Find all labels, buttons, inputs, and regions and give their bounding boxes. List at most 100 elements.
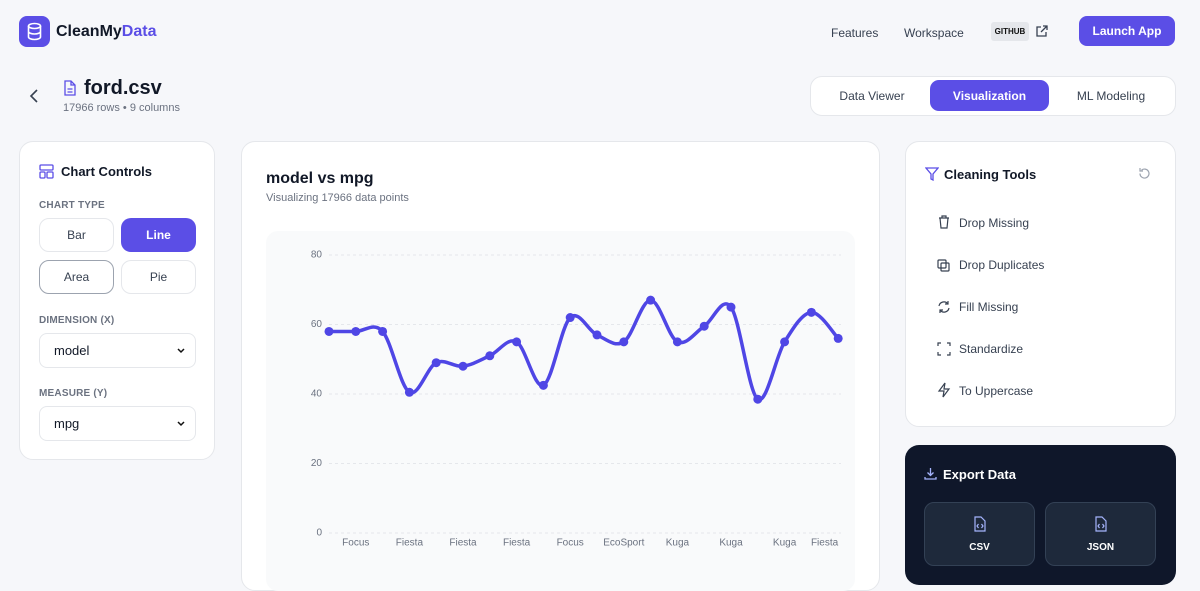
point xyxy=(619,337,629,347)
point xyxy=(753,394,763,404)
controls-card: Chart Controls CHART TYPE Bar Line Area … xyxy=(19,141,215,460)
point xyxy=(512,337,522,347)
section-label: DIMENSION (X) xyxy=(39,315,115,326)
page: CleanMyData Features Workspace GITHUB La… xyxy=(19,16,1176,591)
tool-button[interactable]: Fill Missing xyxy=(959,300,1019,314)
tool-button[interactable]: Drop Missing xyxy=(959,216,1030,230)
section-label: CHART TYPE xyxy=(39,200,105,211)
tab[interactable]: Data Viewer xyxy=(820,80,924,111)
point xyxy=(699,321,709,331)
export-card: Export Data CSV JSON xyxy=(905,445,1176,585)
point xyxy=(404,387,414,397)
x-tick-label: EcoSport xyxy=(603,538,644,549)
point xyxy=(538,380,548,390)
controls-icon xyxy=(39,164,54,179)
x-tick-label: Kuga xyxy=(773,538,797,549)
nav-link[interactable]: Workspace xyxy=(904,26,964,40)
x-tick-label: Fiesta xyxy=(396,538,424,549)
line xyxy=(329,298,840,401)
download-icon xyxy=(924,468,937,480)
launch-button[interactable]: Launch App xyxy=(1079,16,1175,46)
measure-select[interactable]: mpg xyxy=(39,406,196,441)
chevron xyxy=(177,421,185,427)
file-code-icon xyxy=(1095,516,1107,532)
x-tick-label: Fiesta xyxy=(503,538,531,549)
x-tick-label: Fiesta xyxy=(449,538,477,549)
reset-icon[interactable] xyxy=(1138,167,1151,180)
tab-label: Data Viewer xyxy=(839,88,905,103)
chart-type-label: Bar xyxy=(67,228,86,242)
point xyxy=(565,313,575,323)
export-button[interactable]: CSV xyxy=(924,502,1035,566)
chevron xyxy=(177,348,185,354)
point xyxy=(806,307,816,317)
tool-button[interactable]: Standardize xyxy=(959,342,1024,356)
file-meta: 17966 rows • 9 columns xyxy=(63,102,180,114)
export-label: JSON xyxy=(1086,542,1115,553)
y-tick-label: 20 xyxy=(311,458,323,469)
point xyxy=(726,302,736,312)
file-name: ford.csv xyxy=(84,77,162,99)
export-label: CSV xyxy=(969,542,990,553)
x-tick-label: Focus xyxy=(557,538,584,549)
logo[interactable] xyxy=(19,16,50,47)
dimension-select[interactable]: model xyxy=(39,333,196,368)
chart: 0 20 40 60 80 Focus Fiesta Fiesta Fiesta Focus Eco… xyxy=(311,250,843,549)
external-icon[interactable] xyxy=(1035,25,1048,38)
point xyxy=(780,337,790,347)
select-value: model xyxy=(54,343,90,358)
card-title: Cleaning Tools xyxy=(944,167,1037,182)
nav-link[interactable]: Features xyxy=(831,26,879,40)
y-tick-label: 0 xyxy=(316,528,322,539)
point xyxy=(672,337,682,347)
export-button[interactable]: JSON xyxy=(1045,502,1156,566)
y-tick-label: 80 xyxy=(311,250,323,261)
section-label: MEASURE (Y) xyxy=(39,388,108,399)
card-title: Export Data xyxy=(943,467,1016,482)
tool-icons xyxy=(937,215,951,398)
point xyxy=(592,330,602,340)
tool-button[interactable]: Drop Duplicates xyxy=(959,258,1045,272)
file-code-icon xyxy=(974,516,986,532)
x-tick-label: Kuga xyxy=(666,538,690,549)
chart-type-button[interactable]: Area xyxy=(39,260,114,294)
y-tick-label: 40 xyxy=(311,389,323,400)
y-tick-label: 60 xyxy=(311,319,323,330)
chart-card: model vs mpg Visualizing 17966 data poin… xyxy=(241,141,880,591)
card-title: Chart Controls xyxy=(61,164,152,179)
point xyxy=(324,326,334,336)
point xyxy=(431,358,441,368)
tab[interactable]: ML Modeling xyxy=(1058,80,1164,111)
select-value: mpg xyxy=(54,416,80,431)
back-button[interactable] xyxy=(28,89,40,103)
chart-type-button[interactable]: Pie xyxy=(121,260,196,294)
tool-button[interactable]: To Uppercase xyxy=(959,384,1034,398)
chart-type-button-active[interactable]: Line xyxy=(121,218,196,252)
chart-type-label: Pie xyxy=(149,270,168,284)
github-badge[interactable]: GITHUB xyxy=(991,22,1029,41)
tab-label: ML Modeling xyxy=(1076,88,1146,103)
point xyxy=(646,295,656,305)
point xyxy=(351,326,361,336)
point xyxy=(458,361,468,371)
chart-subtitle: Visualizing 17966 data points xyxy=(266,192,409,204)
x-tick-label: Focus xyxy=(342,538,369,549)
cleaning-card: Cleaning Tools Drop Missing Drop Duplica… xyxy=(905,141,1176,427)
chart-title: model vs mpg xyxy=(266,170,374,187)
filter-icon xyxy=(925,167,939,181)
brand-suffix: Data xyxy=(121,23,157,40)
chart-type-button[interactable]: Bar xyxy=(39,218,114,252)
brand-prefix: CleanMy xyxy=(56,23,122,40)
point xyxy=(485,351,495,361)
chart-type-label: Area xyxy=(63,270,90,284)
chart-type-label: Line xyxy=(146,228,171,242)
logo-icon xyxy=(27,22,42,41)
x-tick-label: Kuga xyxy=(719,538,743,549)
plot-background xyxy=(266,231,855,591)
point xyxy=(378,326,388,336)
tab-label: Visualization xyxy=(952,88,1027,103)
brand[interactable]: CleanMyData xyxy=(56,23,156,41)
x-tick-label: Fiesta xyxy=(811,538,839,549)
file-icon xyxy=(64,80,76,96)
tab-active[interactable]: Visualization xyxy=(930,80,1049,111)
